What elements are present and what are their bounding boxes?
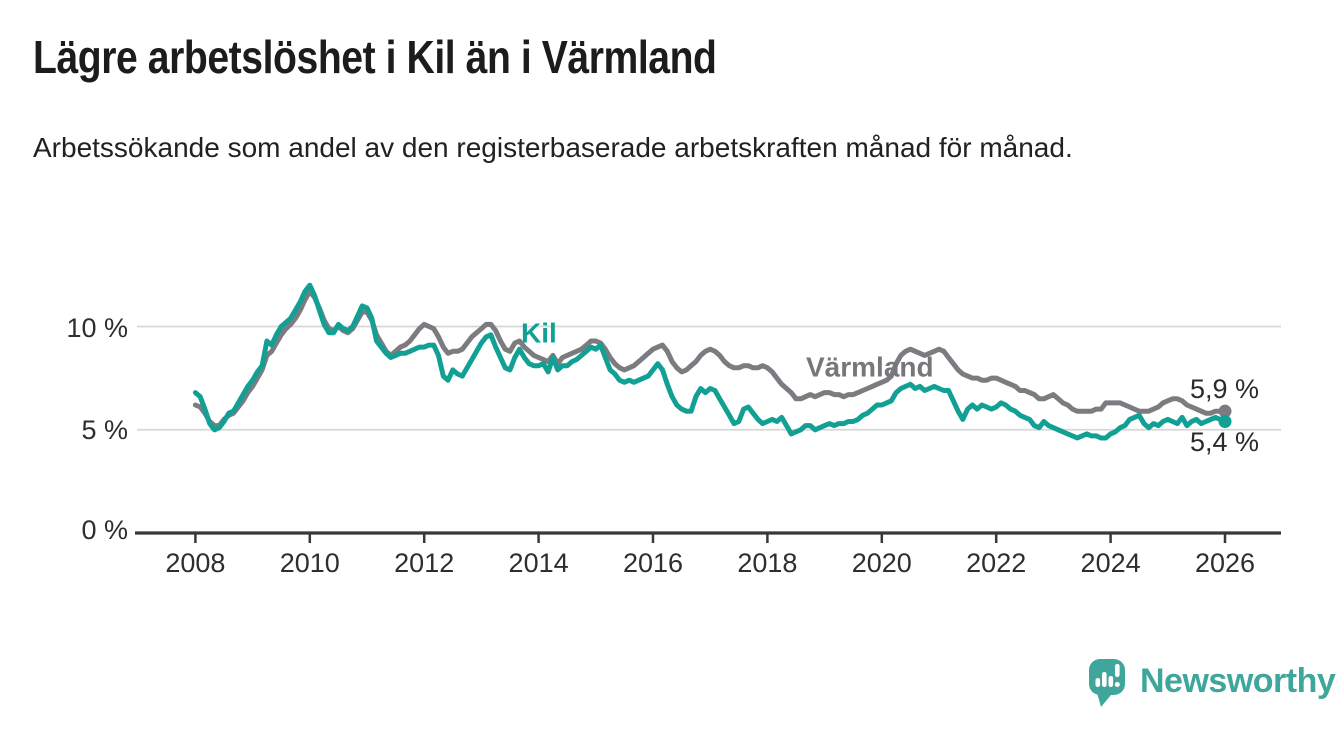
newsworthy-logo: Newsworthy <box>1089 659 1336 707</box>
end-value-label-varmland: 5,9 % <box>1190 374 1259 404</box>
x-axis-label-2018: 2018 <box>737 548 797 578</box>
y-axis-label-5pct: 5 % <box>81 415 128 445</box>
chart-plot-area: 2008 2010 2012 2014 2016 2018 2020 2022 2024 2026 <box>135 282 1281 578</box>
logo-wordmark: Newsworthy <box>1140 662 1336 700</box>
x-axis-label-2024: 2024 <box>1081 548 1141 578</box>
x-axis-label-2010: 2010 <box>280 548 340 578</box>
series-label-kil: Kil <box>521 318 557 349</box>
y-axis-label-0pct: 0 % <box>81 515 128 545</box>
y-axis-label-10pct: 10 % <box>66 313 128 343</box>
x-axis-label-2014: 2014 <box>509 548 569 578</box>
x-axis-label-2016: 2016 <box>623 548 683 578</box>
series-line-varmland <box>192 288 1228 429</box>
speech-bubble-chart-icon <box>1089 659 1125 707</box>
end-dot-kil <box>1218 414 1232 428</box>
end-dot-varmland <box>1218 404 1232 418</box>
end-value-label-kil: 5,4 % <box>1190 427 1259 457</box>
series-label-varmland: Värmland <box>806 352 934 383</box>
page-title: Lägre arbetslöshet i Kil än i Värmland <box>33 31 717 83</box>
page-subtitle: Arbetssökande som andel av den registerb… <box>33 132 1073 163</box>
series-line-kil <box>192 282 1228 441</box>
x-axis-label-2008: 2008 <box>165 548 225 578</box>
x-axis-label-2026: 2026 <box>1195 548 1255 578</box>
x-axis-label-2022: 2022 <box>966 548 1026 578</box>
x-axis-label-2012: 2012 <box>394 548 454 578</box>
x-axis-label-2020: 2020 <box>852 548 912 578</box>
